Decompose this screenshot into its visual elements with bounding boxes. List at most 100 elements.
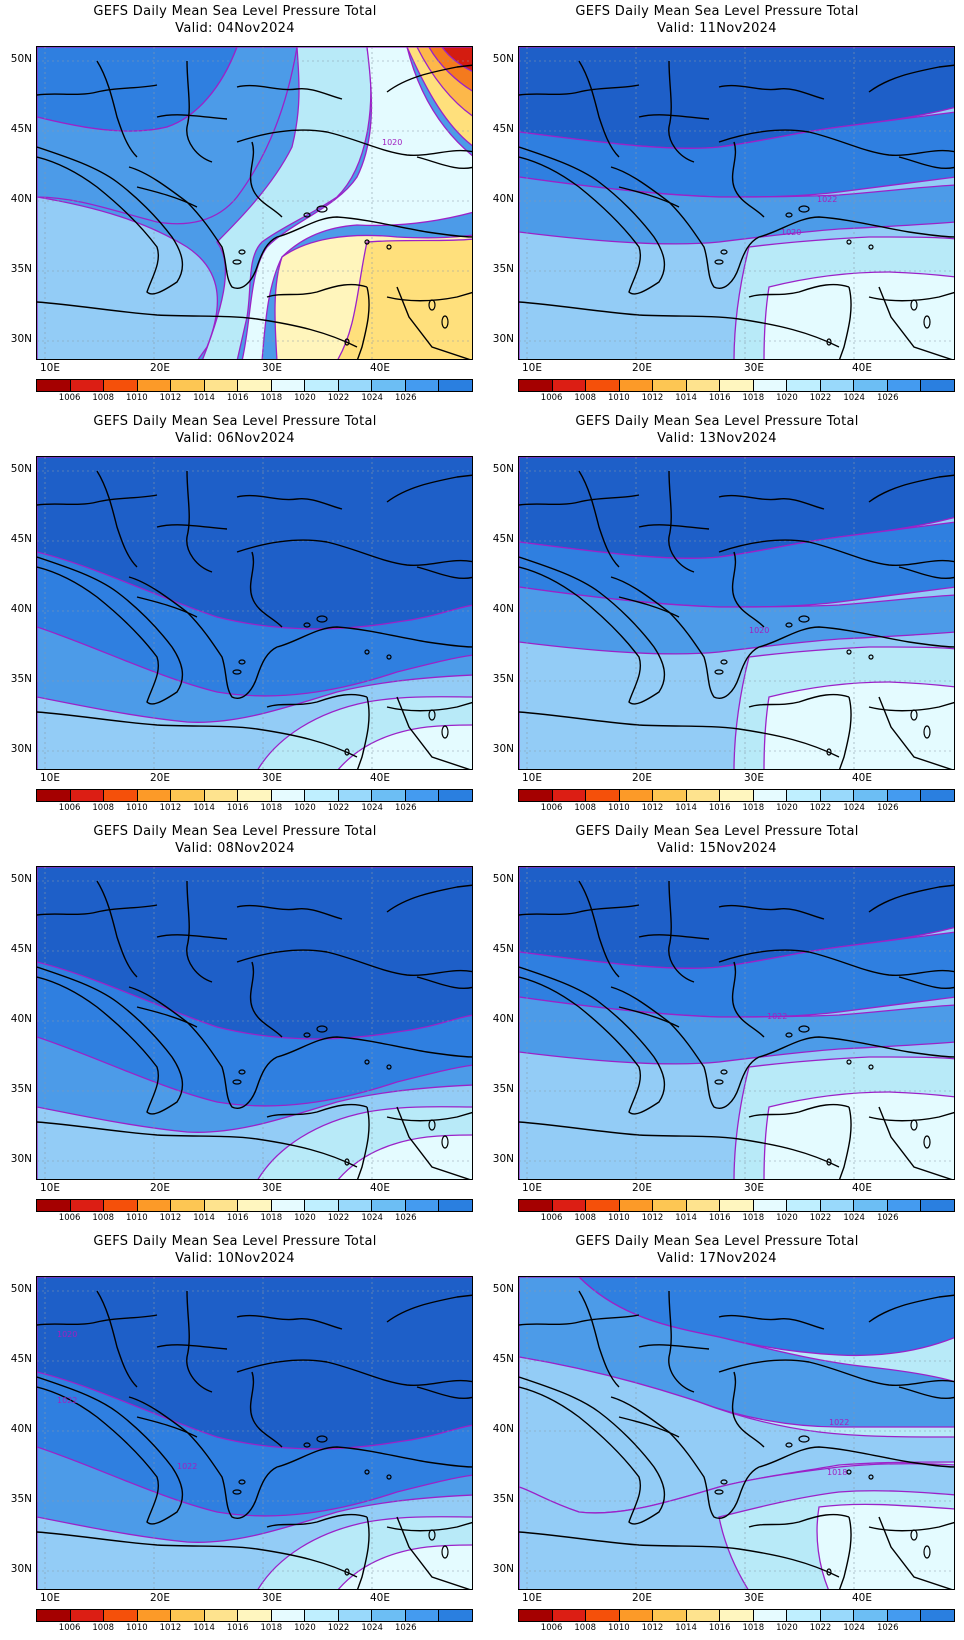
colorbar-label: 1012 [641, 1213, 664, 1223]
colorbar-label: 1010 [608, 1213, 630, 1223]
colorbar-swatch [787, 1610, 821, 1621]
colorbar-swatch [372, 1200, 406, 1211]
latitude-label: 50N [10, 1283, 32, 1295]
colorbar-swatch [921, 1610, 954, 1621]
colorbar-swatch [305, 380, 339, 391]
colorbar-swatch [305, 790, 339, 801]
colorbar [518, 789, 955, 802]
latitude-label: 40N [492, 193, 514, 205]
longitude-label: 30E [744, 772, 764, 784]
colorbar-label: 1022 [327, 1623, 350, 1633]
colorbar-label: 1006 [540, 1213, 563, 1223]
colorbar-swatch [887, 380, 922, 391]
pressure-map [36, 866, 473, 1180]
longitude-label: 30E [262, 772, 282, 784]
latitude-label: 45N [10, 123, 32, 135]
colorbar [518, 1199, 955, 1212]
forecast-panel: GEFS Daily Mean Sea Level Pressure Total… [0, 410, 482, 820]
latitude-label: 50N [492, 53, 514, 65]
colorbar-swatch [70, 1200, 105, 1211]
colorbar-label: 1024 [843, 1623, 865, 1633]
colorbar-swatch [720, 1610, 754, 1621]
colorbar-swatch [405, 1610, 440, 1621]
colorbar-swatch [820, 790, 855, 801]
latitude-label: 45N [492, 943, 514, 955]
colorbar-swatch [619, 790, 654, 801]
longitude-label: 30E [744, 1182, 764, 1194]
colorbar-swatch [171, 380, 205, 391]
colorbar-swatch [271, 1200, 306, 1211]
colorbar-swatch [137, 790, 172, 801]
colorbar-swatch [686, 1610, 721, 1621]
colorbar-swatch [720, 790, 754, 801]
colorbar-swatch [720, 1200, 754, 1211]
colorbar-swatch [820, 380, 855, 391]
colorbar-label: 1006 [540, 803, 563, 813]
colorbar-label: 1018 [742, 803, 765, 813]
colorbar [36, 1199, 473, 1212]
colorbar-label: 1010 [126, 1623, 148, 1633]
colorbar-swatch [204, 1200, 239, 1211]
colorbar-label: 1020 [776, 803, 798, 813]
latitude-label: 50N [492, 1283, 514, 1295]
colorbar-swatch [753, 1200, 788, 1211]
latitude-label: 35N [492, 1493, 514, 1505]
colorbar-swatch [619, 380, 654, 391]
colorbar-label: 1010 [608, 803, 630, 813]
contour-label: 1018 [827, 1468, 847, 1477]
colorbar-swatch [204, 790, 239, 801]
latitude-label: 45N [492, 1353, 514, 1365]
latitude-label: 45N [10, 943, 32, 955]
colorbar-swatch [439, 1610, 472, 1621]
colorbar-swatch [887, 790, 922, 801]
longitude-label: 10E [40, 362, 60, 374]
colorbar-swatch [238, 790, 272, 801]
longitude-label: 30E [262, 1592, 282, 1604]
colorbar-swatch [519, 380, 553, 391]
colorbar-label: 1010 [126, 803, 148, 813]
colorbar-swatch [137, 1610, 172, 1621]
latitude-label: 45N [10, 533, 32, 545]
colorbar-swatch [171, 1610, 205, 1621]
pressure-map: 1022 1020 [518, 46, 955, 360]
colorbar-label: 1010 [126, 393, 148, 403]
colorbar-label: 1006 [540, 1623, 563, 1633]
colorbar-swatch [70, 380, 105, 391]
longitude-label: 20E [632, 772, 652, 784]
forecast-panel: GEFS Daily Mean Sea Level Pressure Total… [482, 0, 964, 410]
colorbar-swatch [552, 1610, 587, 1621]
colorbar-label: 1022 [327, 1213, 350, 1223]
latitude-label: 30N [10, 743, 32, 755]
contour-label: 1020 [749, 626, 769, 635]
panel-title: GEFS Daily Mean Sea Level Pressure Total [575, 1234, 859, 1249]
latitude-label: 40N [10, 1013, 32, 1025]
colorbar-swatch [586, 1200, 620, 1211]
longitude-label: 10E [522, 1592, 542, 1604]
panel-valid-date: Valid: 10Nov2024 [175, 1251, 295, 1266]
longitude-label: 20E [150, 1592, 170, 1604]
longitude-label: 40E [370, 362, 390, 374]
colorbar-label: 1014 [193, 1213, 215, 1223]
colorbar-swatch [70, 790, 105, 801]
colorbar-swatch [787, 790, 821, 801]
colorbar-swatch [619, 1200, 654, 1211]
colorbar-swatch [37, 1610, 71, 1621]
colorbar-label: 1026 [394, 393, 417, 403]
panel-valid-date: Valid: 04Nov2024 [175, 21, 295, 36]
latitude-label: 45N [492, 123, 514, 135]
colorbar-swatch [305, 1610, 339, 1621]
colorbar-swatch [887, 1610, 922, 1621]
contour-label: 1022 [817, 195, 837, 204]
colorbar-swatch [753, 1610, 788, 1621]
colorbar-swatch [586, 790, 620, 801]
forecast-panel: GEFS Daily Mean Sea Level Pressure Total… [482, 410, 964, 820]
colorbar-label: 1020 [294, 393, 316, 403]
colorbar [518, 1609, 955, 1622]
latitude-label: 50N [492, 463, 514, 475]
colorbar-swatch [271, 790, 306, 801]
contour-label: 1020 [781, 228, 801, 237]
colorbar-label: 1006 [540, 393, 563, 403]
latitude-label: 30N [10, 1153, 32, 1165]
colorbar-swatch [552, 790, 587, 801]
colorbar-label: 1024 [361, 803, 383, 813]
